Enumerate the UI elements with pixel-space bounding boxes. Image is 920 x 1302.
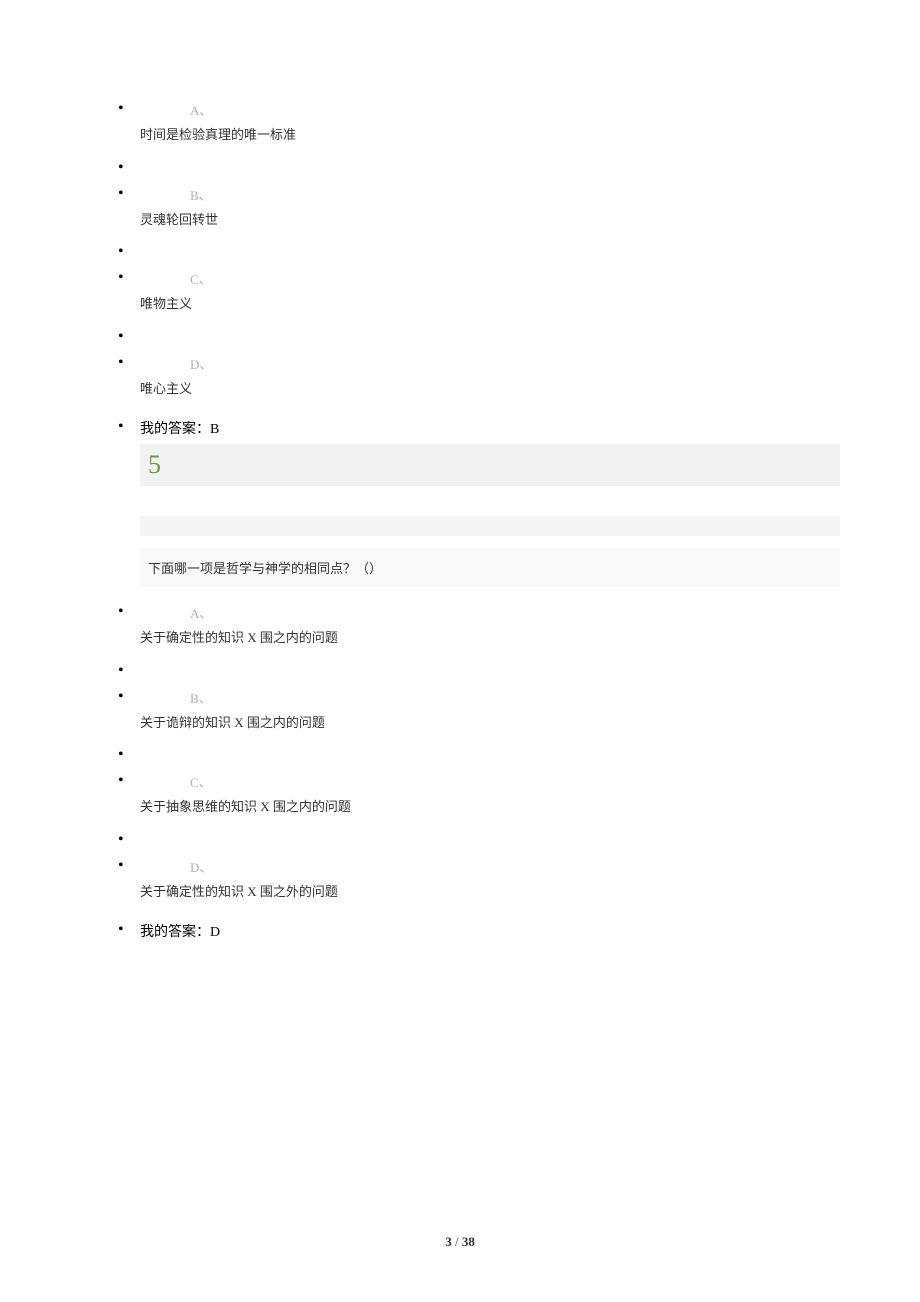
option-letter: D、 xyxy=(190,354,840,373)
option-letter: D、 xyxy=(190,857,840,876)
option-letter: B、 xyxy=(190,688,840,707)
answer-block-q4: 我的答案：B 5 下面哪一项是哲学与神学的相同点？（） xyxy=(100,418,840,587)
option-d: D、 关于确定性的知识 X 围之外的问题 xyxy=(100,857,840,902)
option-letter: A、 xyxy=(190,603,840,622)
answer-block-q5: 我的答案：D xyxy=(100,921,840,941)
option-a: A、 关于确定性的知识 X 围之内的问题 xyxy=(100,603,840,648)
gap xyxy=(140,536,840,548)
option-spacer xyxy=(100,243,840,261)
question-5-options: A、 关于确定性的知识 X 围之内的问题 B、 关于诡辩的知识 X 围之内的问题… xyxy=(100,603,840,901)
option-c: C、 唯物主义 xyxy=(100,269,840,314)
option-letter: C、 xyxy=(190,269,840,288)
question-number: 5 xyxy=(140,444,840,486)
option-text: 唯心主义 xyxy=(140,379,840,399)
option-spacer xyxy=(100,746,840,764)
my-answer: 我的答案：D xyxy=(140,921,840,941)
option-c: C、 关于抽象思维的知识 X 围之内的问题 xyxy=(100,772,840,817)
question-4-options: A、 时间是检验真理的唯一标准 B、 灵魂轮回转世 C、 唯物主义 D、 唯心主… xyxy=(100,100,840,398)
option-text: 唯物主义 xyxy=(140,294,840,314)
page-total: 38 xyxy=(462,1234,475,1249)
gap xyxy=(140,486,840,516)
option-letter: B、 xyxy=(190,185,840,204)
option-d: D、 唯心主义 xyxy=(100,354,840,399)
option-text: 关于诡辩的知识 X 围之内的问题 xyxy=(140,713,840,733)
page-sep: / xyxy=(452,1234,462,1249)
option-spacer xyxy=(100,662,840,680)
option-a: A、 时间是检验真理的唯一标准 xyxy=(100,100,840,145)
option-text: 灵魂轮回转世 xyxy=(140,210,840,230)
gap xyxy=(140,516,840,536)
option-spacer xyxy=(100,328,840,346)
my-answer: 我的答案：B xyxy=(140,418,840,438)
question-5-box: 5 下面哪一项是哲学与神学的相同点？（） xyxy=(140,444,840,587)
option-spacer xyxy=(100,831,840,849)
option-spacer xyxy=(100,159,840,177)
option-letter: C、 xyxy=(190,772,840,791)
option-text: 关于抽象思维的知识 X 围之内的问题 xyxy=(140,797,840,817)
question-text: 下面哪一项是哲学与神学的相同点？（） xyxy=(140,548,840,587)
option-text: 关于确定性的知识 X 围之外的问题 xyxy=(140,882,840,902)
option-b: B、 灵魂轮回转世 xyxy=(100,185,840,230)
page-footer: 3 / 38 xyxy=(0,1234,920,1250)
option-text: 时间是检验真理的唯一标准 xyxy=(140,125,840,145)
option-b: B、 关于诡辩的知识 X 围之内的问题 xyxy=(100,688,840,733)
option-letter: A、 xyxy=(190,100,840,119)
page-content: A、 时间是检验真理的唯一标准 B、 灵魂轮回转世 C、 唯物主义 D、 唯心主… xyxy=(0,0,920,941)
option-text: 关于确定性的知识 X 围之内的问题 xyxy=(140,628,840,648)
